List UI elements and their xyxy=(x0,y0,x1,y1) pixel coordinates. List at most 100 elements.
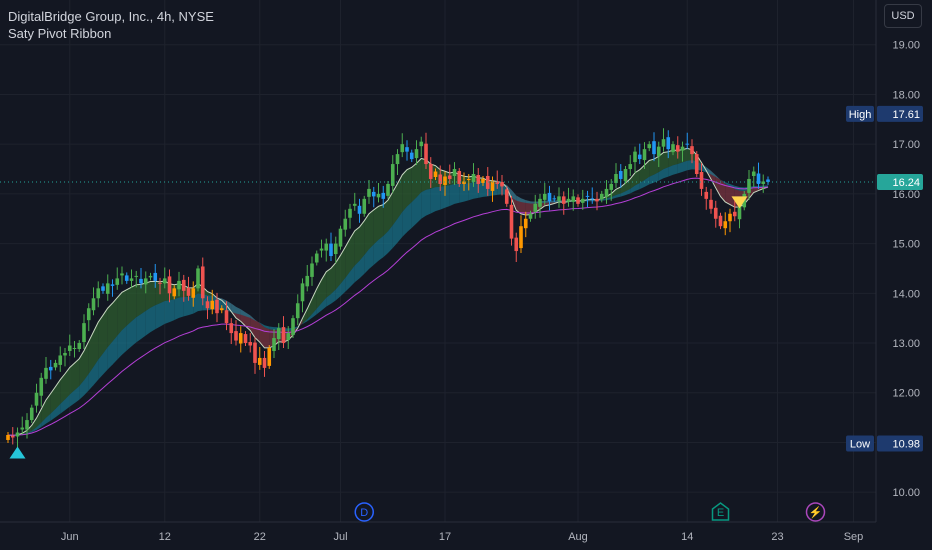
ribbon-slow-segment xyxy=(378,236,384,261)
candle-body xyxy=(462,181,466,184)
candle-body xyxy=(25,420,29,430)
candle xyxy=(281,316,286,348)
candle-body xyxy=(291,318,295,336)
candle-body xyxy=(295,303,300,319)
candle-body xyxy=(514,237,519,252)
candle xyxy=(585,190,590,208)
candle-body xyxy=(44,367,48,379)
candle-body xyxy=(191,288,196,298)
candle xyxy=(633,146,637,174)
candle xyxy=(276,323,281,350)
event-marker[interactable]: E xyxy=(711,502,730,521)
indicator-title[interactable]: Saty Pivot Ribbon xyxy=(8,26,112,41)
candle-body xyxy=(348,208,352,218)
candle-body xyxy=(310,263,314,277)
candle xyxy=(566,187,571,207)
candle xyxy=(614,163,618,188)
candle-body xyxy=(457,171,462,184)
candle xyxy=(153,263,158,288)
candle-body xyxy=(39,377,44,396)
candle-body xyxy=(628,164,633,170)
candle-body xyxy=(500,181,504,187)
candle-body xyxy=(751,171,756,176)
candle-body xyxy=(704,191,709,199)
time-tick-label: Aug xyxy=(568,531,588,543)
currency-button[interactable]: USD xyxy=(884,4,922,28)
candle xyxy=(238,326,243,353)
ribbon-fast-segment xyxy=(122,289,127,331)
candle-body xyxy=(248,342,253,346)
candle-body xyxy=(186,287,191,296)
ribbon-slow-segment xyxy=(126,321,132,351)
candle xyxy=(376,182,381,203)
ribbon-slow-segment xyxy=(459,183,464,203)
ribbon-fast-segment xyxy=(411,163,417,203)
candle xyxy=(6,432,10,443)
candle-body xyxy=(466,178,471,180)
candle-body xyxy=(580,198,585,203)
candle-body xyxy=(381,192,386,199)
ribbon-slow-segment xyxy=(55,404,61,418)
candle-body xyxy=(243,334,248,344)
time-tick-label: 17 xyxy=(439,531,451,543)
candle-body xyxy=(680,146,685,151)
ribbon-slow-segment xyxy=(397,211,403,243)
price-tick-label: 17.00 xyxy=(892,139,920,151)
candle xyxy=(713,200,718,228)
event-marker[interactable]: ⚡ xyxy=(805,502,826,522)
ribbon-slow-segment xyxy=(383,231,388,258)
candle-body xyxy=(238,333,243,344)
candle-body xyxy=(538,198,542,207)
ribbon-slow-segment xyxy=(41,417,46,428)
candle xyxy=(44,356,48,384)
candle-body xyxy=(623,169,628,181)
candle xyxy=(129,269,134,288)
candle xyxy=(452,162,457,185)
candle xyxy=(324,238,329,262)
candle-body xyxy=(452,169,457,176)
candle-body xyxy=(471,174,476,182)
price-tick-label: 14.00 xyxy=(892,288,920,300)
candle xyxy=(457,168,462,187)
candle xyxy=(552,195,557,202)
ribbon-fast-segment xyxy=(126,287,132,326)
ribbon-slow-segment xyxy=(445,185,450,208)
last-price-tag-value-bg xyxy=(877,173,923,190)
ribbon-slow-segment xyxy=(69,390,75,407)
candle xyxy=(647,141,652,152)
candle-body xyxy=(699,172,704,189)
ribbon-slow-segment xyxy=(392,218,398,248)
symbol-title[interactable]: DigitalBridge Group, Inc., 4h, NYSE xyxy=(8,9,214,24)
ribbon-fast-segment xyxy=(302,308,308,324)
candle-body xyxy=(143,278,148,285)
ribbon-slow-segment xyxy=(84,373,89,396)
candle-body xyxy=(709,199,713,209)
candle-body xyxy=(614,174,618,183)
candle-body xyxy=(120,273,124,276)
ribbon-slow-segment xyxy=(663,167,669,179)
candle xyxy=(604,179,609,204)
ribbon-fast-segment xyxy=(331,262,336,294)
ribbon-fast-segment xyxy=(421,158,426,193)
ribbon-fast-segment xyxy=(65,367,70,400)
ribbon-slow-segment xyxy=(701,163,707,173)
ribbon-fast-segment xyxy=(93,322,99,367)
candle xyxy=(20,416,25,435)
ribbon-slow-segment xyxy=(435,186,441,212)
event-marker[interactable]: D xyxy=(354,502,374,522)
ribbon-slow-segment xyxy=(407,202,412,233)
candle xyxy=(333,236,338,263)
candle xyxy=(319,239,324,258)
ribbon-slow-segment xyxy=(245,312,251,318)
candle xyxy=(732,200,737,222)
candle xyxy=(148,272,153,281)
event-label: E xyxy=(717,507,724,519)
price-tick-label: 13.00 xyxy=(892,338,920,350)
ribbon-fast-segment xyxy=(673,150,678,166)
candle xyxy=(82,314,86,349)
candle xyxy=(110,279,115,297)
candle-body xyxy=(490,181,495,191)
candle xyxy=(371,186,376,208)
candle xyxy=(671,141,675,156)
